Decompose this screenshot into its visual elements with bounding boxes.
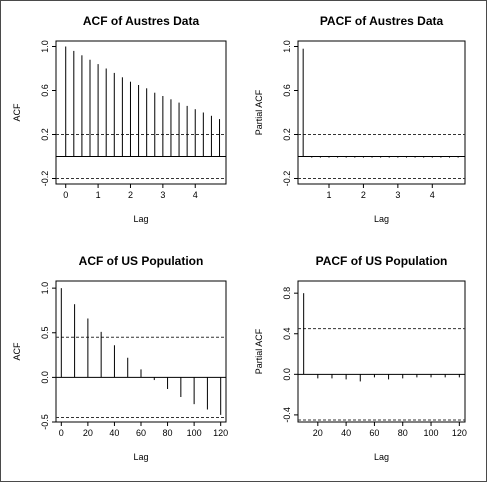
- y-tick-label: -0.5: [40, 414, 50, 430]
- y-tick-label: 0.8: [282, 287, 292, 300]
- y-tick-label: -0.2: [40, 171, 50, 187]
- y-tick-label: 0.4: [282, 327, 292, 340]
- y-axis-label: ACF: [12, 103, 22, 122]
- plot-frame: [297, 40, 466, 185]
- x-axis-label: Lag: [133, 452, 148, 462]
- y-axis-label: ACF: [12, 342, 22, 361]
- y-tick-label: 0.6: [40, 84, 50, 97]
- plot-frame: [297, 280, 466, 423]
- x-tick-label: 2: [128, 190, 133, 200]
- x-tick-label: 40: [109, 428, 119, 438]
- y-tick-label: 0.2: [40, 128, 50, 141]
- x-tick-label: 60: [369, 428, 379, 438]
- x-tick-label: 120: [452, 428, 467, 438]
- x-tick-label: 3: [395, 190, 400, 200]
- x-tick-label: 40: [341, 428, 351, 438]
- y-tick-label: 0.0: [282, 368, 292, 381]
- y-axis-label: Partial ACF: [254, 328, 264, 374]
- y-tick-label: -0.4: [282, 407, 292, 423]
- x-tick-label: 4: [430, 190, 435, 200]
- x-axis-label: Lag: [374, 452, 389, 462]
- x-tick-label: 1: [96, 190, 101, 200]
- x-axis-label: Lag: [133, 214, 148, 224]
- chart-title: PACF of Austres Data: [320, 14, 444, 28]
- y-tick-label: 0.0: [40, 371, 50, 384]
- x-tick-label: 20: [83, 428, 93, 438]
- x-tick-label: 60: [136, 428, 146, 438]
- y-tick-label: 1.0: [40, 282, 50, 295]
- x-tick-label: 1: [326, 190, 331, 200]
- x-tick-label: 4: [193, 190, 198, 200]
- y-tick-label: 0.2: [282, 128, 292, 141]
- x-tick-label: 100: [187, 428, 202, 438]
- y-tick-label: -0.2: [282, 171, 292, 187]
- x-tick-label: 100: [424, 428, 439, 438]
- plot-frame: [55, 40, 227, 185]
- chart-title: PACF of US Population: [316, 254, 448, 268]
- x-tick-label: 80: [163, 428, 173, 438]
- plot-frame: [55, 280, 227, 423]
- y-tick-label: 1.0: [40, 40, 50, 53]
- x-tick-label: 120: [213, 428, 228, 438]
- panel-1: ACF of Austres Data 0 1 2 3 4 -0.2 0.2 0.6 1.0 Lag…: [12, 14, 227, 224]
- x-tick-label: 2: [361, 190, 366, 200]
- panel-3: ACF of US Population 0 20 40 60 80 100 120 -0.5 0…: [12, 254, 228, 462]
- x-axis-label: Lag: [374, 214, 389, 224]
- x-tick-label: 80: [398, 428, 408, 438]
- y-tick-label: 0.5: [40, 327, 50, 340]
- x-tick-label: 0: [59, 428, 64, 438]
- chart-title: ACF of Austres Data: [83, 14, 200, 28]
- y-tick-label: 1.0: [282, 40, 292, 53]
- x-tick-label: 20: [313, 428, 323, 438]
- x-tick-label: 0: [63, 190, 68, 200]
- x-tick-label: 3: [160, 190, 165, 200]
- y-axis-label: Partial ACF: [254, 89, 264, 135]
- panel-2: PACF of Austres Data 1 2 3 4 -0.2 0.2 0.6 1.0 Lag…: [254, 14, 466, 224]
- chart-title: ACF of US Population: [79, 254, 204, 268]
- panel-4: PACF of US Population 20 40 60 80 100 120 -0.4 0…: [254, 254, 467, 462]
- y-tick-label: 0.6: [282, 84, 292, 97]
